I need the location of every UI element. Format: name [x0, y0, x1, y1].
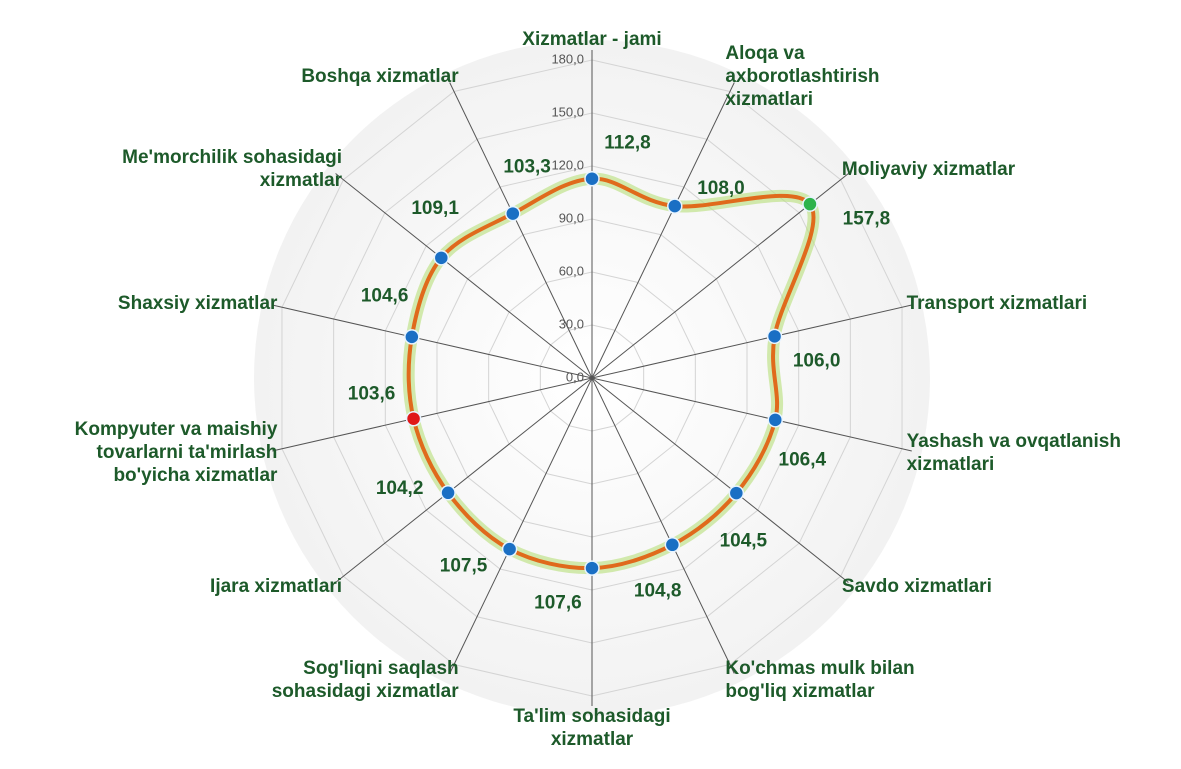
value-label: 107,5	[440, 555, 488, 576]
data-point	[767, 412, 784, 428]
data-point	[664, 537, 681, 553]
category-label: Kompyuter va maishiy tovarlarni ta'mirla…	[74, 419, 278, 487]
spoke	[591, 377, 849, 583]
y-tick-label: 90,0	[559, 210, 584, 225]
data-point	[440, 485, 456, 501]
value-label: 104,8	[634, 580, 682, 601]
value-label: 107,6	[534, 593, 582, 614]
spoke	[449, 82, 593, 379]
value-label: 109,1	[411, 198, 459, 219]
spoke	[591, 377, 735, 674]
spoke	[591, 377, 912, 452]
spoke	[272, 377, 593, 452]
data-point	[584, 170, 600, 187]
data-point	[802, 196, 818, 212]
category-label: Moliyaviy xizmatlar	[841, 158, 1016, 180]
value-label: 103,3	[503, 156, 551, 177]
category-label: Xizmatlar - jami	[522, 29, 662, 50]
value-label: 104,2	[376, 478, 424, 499]
data-point	[584, 560, 600, 576]
y-tick-label: 30,0	[559, 316, 584, 331]
category-label: Ko'chmas mulk bilan bog'liq xizmatlar	[725, 657, 915, 702]
data-point	[433, 250, 450, 266]
category-label: Me'morchilik sohasidagi xizmatlar	[122, 147, 343, 192]
category-label: Yashash va ovqatlanish xizmatlari	[906, 430, 1121, 475]
y-tick-label: 150,0	[551, 104, 584, 119]
category-label: Ta'lim sohasidagi xizmatlar	[513, 706, 671, 750]
y-tick-label: 0,0	[566, 369, 584, 384]
value-label: 106,0	[793, 350, 841, 371]
spoke	[335, 173, 593, 379]
spoke	[449, 377, 593, 674]
data-point	[505, 205, 521, 222]
data-point	[728, 485, 745, 501]
value-label: 103,6	[348, 383, 396, 404]
category-label: Boshqa xizmatlar	[301, 65, 459, 87]
value-label: 106,4	[779, 450, 827, 471]
category-label: Ijara xizmatlari	[210, 576, 343, 598]
data-point	[766, 328, 783, 345]
value-label: 112,8	[604, 132, 651, 153]
category-label: Sog'liqni saqlash sohasidagi xizmatlar	[271, 657, 459, 702]
value-label: 104,6	[361, 286, 409, 307]
y-tick-label: 120,0	[551, 157, 584, 172]
spoke	[591, 82, 735, 379]
y-tick-label: 180,0	[551, 51, 584, 66]
data-point	[405, 410, 422, 427]
category-label: Aloqa va axborotlashtirish xizmatlari	[725, 42, 880, 110]
value-label: 104,5	[720, 530, 768, 551]
spoke	[591, 304, 912, 379]
category-label: Shaxsiy xizmatlar	[117, 292, 278, 314]
spoke	[272, 304, 593, 379]
category-label: Transport xizmatlari	[906, 292, 1088, 314]
y-tick-label: 60,0	[559, 263, 584, 278]
value-label: 108,0	[697, 178, 745, 199]
data-point	[404, 329, 420, 345]
data-point	[501, 541, 518, 557]
value-label: 157,8	[843, 209, 891, 230]
spoke	[335, 377, 593, 583]
data-point	[667, 198, 683, 214]
category-label: Savdo xizmatlari	[841, 576, 992, 598]
